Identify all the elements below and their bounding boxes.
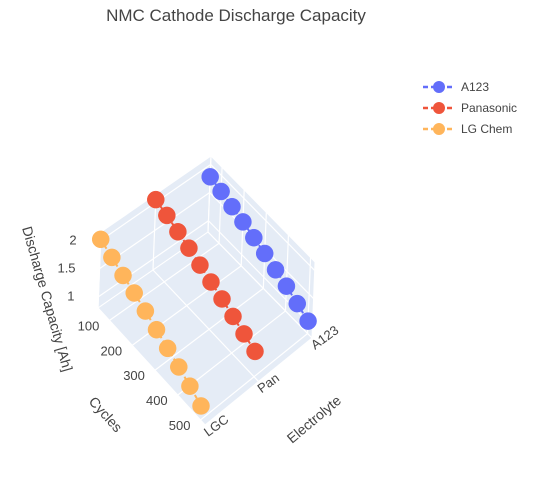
scene-3d <box>91 154 317 426</box>
data-point <box>223 197 241 216</box>
y-tick-label: 300 <box>123 368 145 383</box>
data-point <box>266 261 285 279</box>
x-grid-line-floor <box>207 231 313 339</box>
series-panasonic <box>147 190 264 361</box>
z-grid-line-right <box>210 164 316 271</box>
data-point <box>299 312 317 330</box>
z-tick-label: 2 <box>69 232 76 247</box>
data-point <box>136 302 155 320</box>
data-point <box>234 213 252 231</box>
data-point <box>213 290 231 308</box>
z-tick-label: 1 <box>67 289 74 304</box>
data-point <box>255 244 274 263</box>
data-point <box>202 273 220 291</box>
y-tick-label: 100 <box>78 318 100 333</box>
data-point <box>224 307 242 326</box>
data-point <box>192 397 210 415</box>
data-point <box>158 206 176 225</box>
series-line <box>154 199 256 352</box>
data-point <box>147 320 166 339</box>
legend-item[interactable]: A123 <box>423 80 489 94</box>
y-grid-line-wall <box>218 167 223 244</box>
data-point <box>147 190 165 209</box>
legend: A123 Panasonic LG Chem <box>423 80 517 136</box>
y-grid-line-wall <box>284 234 290 311</box>
series-lg-chem <box>91 230 210 415</box>
data-point <box>212 182 230 201</box>
y-tick-label: 200 <box>100 343 122 358</box>
series-line <box>99 238 202 407</box>
legend-label: Panasonic <box>461 101 517 115</box>
x-grid-line-floor <box>97 307 206 426</box>
series-line <box>209 176 309 322</box>
y-axis-title: Cycles <box>86 393 126 435</box>
z-tick-label: 1.5 <box>57 261 75 276</box>
legend-marker <box>433 81 445 93</box>
x-grid-line-floor <box>152 269 259 382</box>
data-point <box>201 168 219 186</box>
legend-label: A123 <box>461 80 489 94</box>
data-point <box>288 294 306 313</box>
data-point <box>235 325 253 343</box>
series-a123 <box>201 168 317 330</box>
data-point <box>103 248 121 267</box>
y-tick-label: 400 <box>146 393 168 408</box>
legend-item[interactable]: Panasonic <box>423 101 517 115</box>
data-point <box>170 358 188 376</box>
data-point <box>181 377 199 395</box>
data-point <box>191 256 209 274</box>
data-point <box>114 266 132 285</box>
chart-title: NMC Cathode Discharge Capacity <box>106 6 366 25</box>
data-point <box>158 339 177 358</box>
data-point <box>91 230 110 249</box>
y-tick-label: 500 <box>169 418 191 433</box>
x-axis-title: Electrolyte <box>284 392 345 446</box>
legend-marker <box>433 123 445 135</box>
data-point <box>277 277 296 295</box>
legend-marker <box>433 102 445 114</box>
data-point <box>125 284 143 302</box>
data-point <box>245 228 263 247</box>
data-point <box>169 223 187 241</box>
data-point <box>180 239 198 257</box>
legend-item[interactable]: LG Chem <box>423 122 512 136</box>
data-point <box>246 342 264 361</box>
legend-label: LG Chem <box>461 122 512 136</box>
